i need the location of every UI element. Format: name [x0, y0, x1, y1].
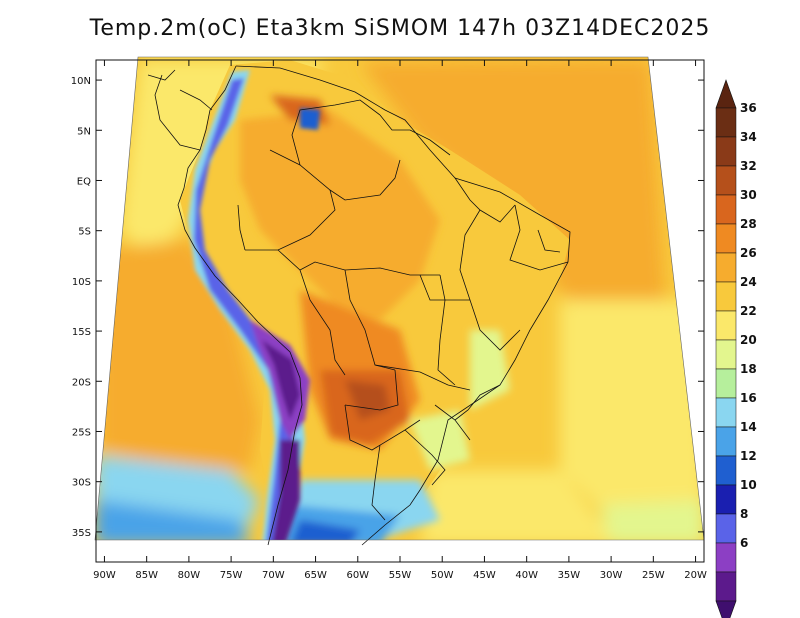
- lat-label: 20S: [72, 377, 91, 388]
- longitude-axis: 90W 85W 80W 75W 70W 65W 60W 55W 50W 45W 40W 35W 30W 2…: [93, 60, 707, 581]
- lon-label: 35W: [558, 570, 581, 581]
- colorbar-label: 6: [740, 536, 748, 550]
- colorbar-segment: [715, 397, 737, 428]
- map-title: Temp.2m(oC) Eta3km SiSMOM 147h 03Z14DEC2…: [89, 16, 711, 41]
- colorbar-segment: [715, 310, 737, 341]
- lat-label: 35S: [72, 528, 91, 539]
- colorbar-label: 8: [740, 507, 748, 521]
- lon-label: 75W: [220, 570, 243, 581]
- lat-label: EQ: [77, 176, 91, 187]
- lat-label: 5N: [77, 126, 91, 137]
- colorbar-label: 24: [740, 275, 757, 289]
- latitude-axis: 10N 5N EQ 5S 10S 15S 20S 25S 30S 35S: [71, 76, 704, 539]
- colorbar-segment: [715, 107, 737, 138]
- colorbar-bottom-arrow: [715, 600, 737, 618]
- colorbar-segment: [715, 252, 737, 283]
- lon-label: 85W: [135, 570, 158, 581]
- lon-label: 60W: [346, 570, 369, 581]
- colorbar-segment: [715, 542, 737, 573]
- lon-label: 70W: [262, 570, 285, 581]
- borders: [147, 65, 571, 546]
- lon-label: 30W: [600, 570, 623, 581]
- lon-label: 50W: [431, 570, 454, 581]
- colorbar-segment: [715, 484, 737, 515]
- lon-label: 90W: [93, 570, 116, 581]
- colorbar: 36 34 32 30 28 26 24 22 20 18 16 14 12 10 8 6: [715, 79, 757, 618]
- colorbar-segment: [715, 368, 737, 399]
- colorbar-label: 14: [740, 420, 757, 434]
- lon-label: 55W: [389, 570, 412, 581]
- colorbar-segment: [715, 194, 737, 225]
- colorbar-label: 10: [740, 478, 757, 492]
- colorbar-label: 20: [740, 333, 757, 347]
- colorbar-segment: [715, 223, 737, 254]
- colorbar-label: 16: [740, 391, 757, 405]
- lat-label: 15S: [72, 327, 91, 338]
- colorbar-segment: [715, 455, 737, 486]
- lon-label: 25W: [642, 570, 665, 581]
- colorbar-label: 12: [740, 449, 757, 463]
- temperature-field: [95, 57, 704, 540]
- lon-label: 80W: [178, 570, 201, 581]
- colorbar-segment: [715, 426, 737, 457]
- lat-label: 10S: [72, 277, 91, 288]
- colorbar-label: 36: [740, 101, 757, 115]
- colorbar-segment: [715, 513, 737, 544]
- colorbar-segment: [715, 339, 737, 370]
- lat-label: 25S: [72, 427, 91, 438]
- colorbar-segment: [715, 281, 737, 312]
- colorbar-label: 28: [740, 217, 757, 231]
- colorbar-label: 22: [740, 304, 757, 318]
- colorbar-segment: [715, 571, 737, 602]
- lon-label: 40W: [515, 570, 538, 581]
- colorbar-label: 18: [740, 362, 757, 376]
- colorbar-label: 30: [740, 188, 757, 202]
- colorbar-segment: [715, 165, 737, 196]
- colorbar-label: 32: [740, 159, 757, 173]
- colorbar-top-arrow: [715, 79, 737, 109]
- colorbar-label: 34: [740, 130, 757, 144]
- colorbar-label: 26: [740, 246, 757, 260]
- lat-label: 10N: [71, 76, 91, 87]
- lat-label: 5S: [78, 227, 91, 238]
- colorbar-segment: [715, 136, 737, 167]
- lon-label: 45W: [473, 570, 496, 581]
- lat-label: 30S: [72, 478, 91, 489]
- lon-label: 20W: [684, 570, 707, 581]
- lon-label: 65W: [304, 570, 327, 581]
